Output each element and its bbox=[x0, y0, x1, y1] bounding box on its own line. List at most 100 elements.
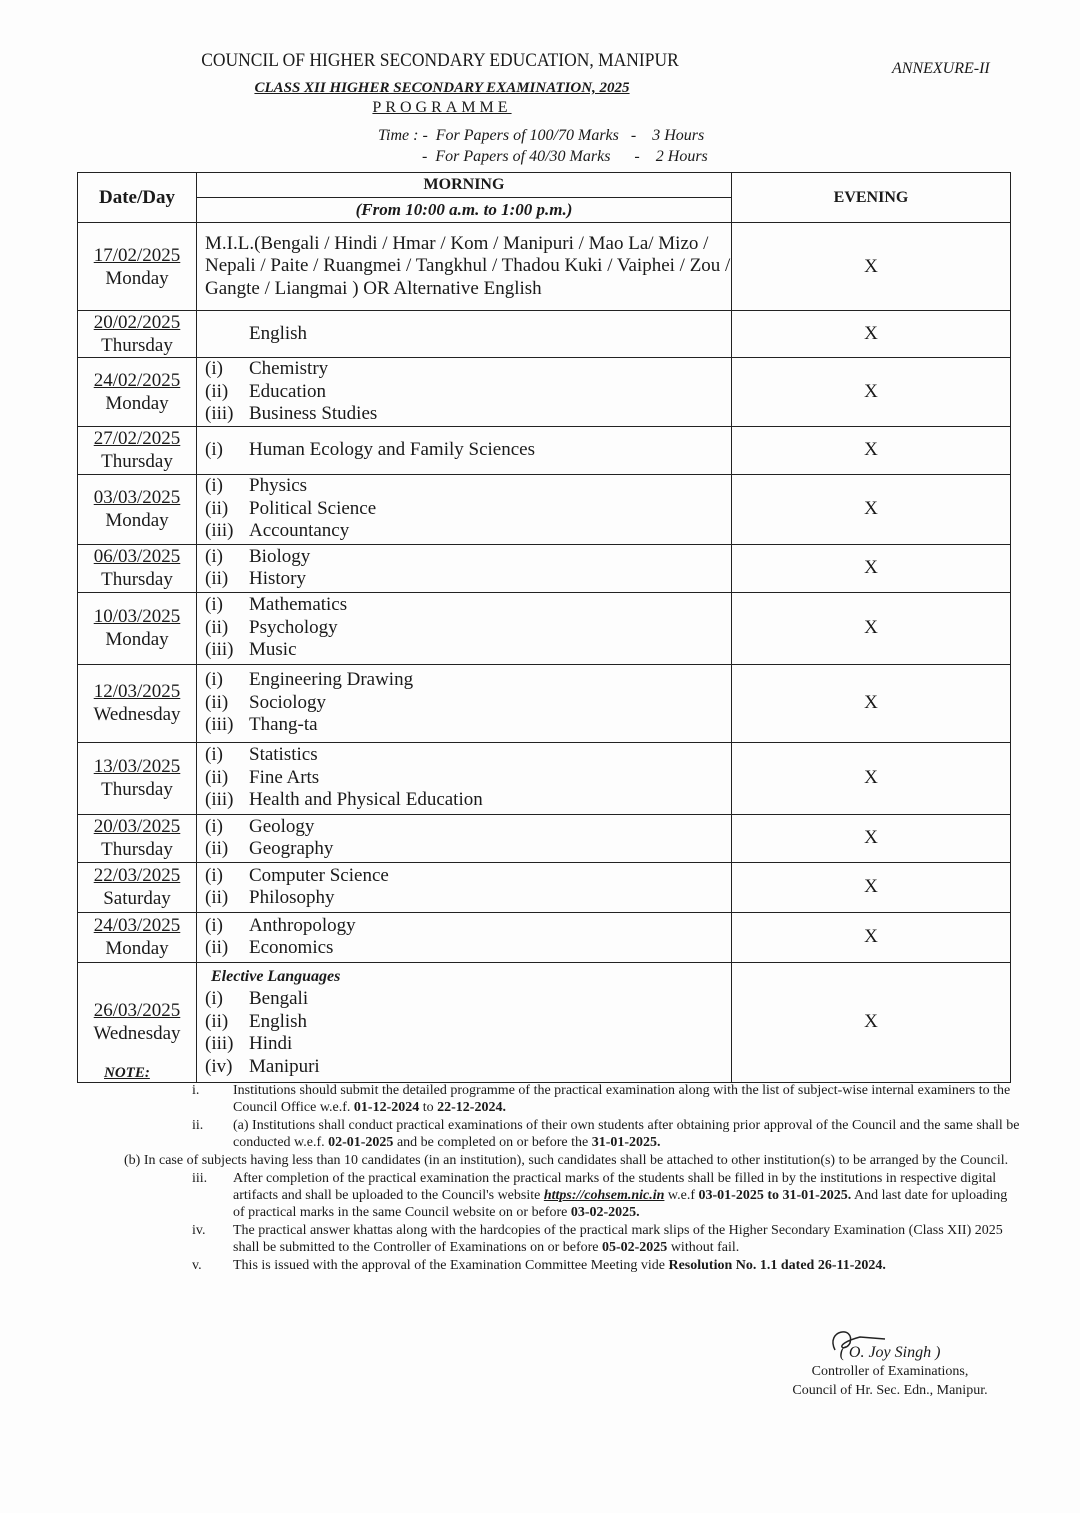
schedule-row: 13/03/2025 Thursday (i) Statistics (ii) Fine … bbox=[77, 741, 1011, 815]
subject-item: (iii) Business Studies bbox=[205, 403, 731, 426]
subject-text: M.I.L.(Bengali / Hindi / Hmar / Kom / Ma… bbox=[205, 232, 731, 299]
morning-cell: (i) Human Ecology and Family Sciences bbox=[196, 425, 732, 475]
note-number: i. bbox=[192, 1083, 200, 1098]
subject-item: (ii) Fine Arts bbox=[205, 767, 731, 790]
subject-item: (iii) Health and Physical Education bbox=[205, 789, 731, 812]
exam-day: Monday bbox=[105, 267, 169, 289]
subject-number: (i) bbox=[205, 475, 223, 497]
exam-day: Thursday bbox=[101, 451, 173, 472]
annexure-label: ANNEXURE-II bbox=[892, 60, 990, 77]
subject-number: (ii) bbox=[205, 766, 229, 788]
subject-item: English bbox=[205, 323, 731, 346]
exam-day: Thursday bbox=[101, 335, 173, 356]
subject-name: Engineering Drawing bbox=[249, 669, 414, 691]
subject-item: (ii) Philosophy bbox=[205, 887, 731, 910]
evening-cell: X bbox=[731, 961, 1011, 1083]
subject-number: (iii) bbox=[205, 789, 234, 811]
exam-date: 22/03/2025 bbox=[93, 865, 181, 886]
subject-name: Human Ecology and Family Sciences bbox=[249, 438, 535, 460]
programme-title: PROGRAMME bbox=[372, 99, 512, 116]
subject-name: Computer Science bbox=[249, 864, 389, 886]
subject-name: Bengali bbox=[249, 988, 309, 1010]
subject-item: (iii) Accountancy bbox=[205, 520, 731, 543]
date-cell: 26/03/2025 Wednesday bbox=[77, 961, 197, 1083]
schedule-row: 26/03/2025 Wednesday Elective Languages (i)… bbox=[77, 961, 1011, 1083]
subject-number: (iii) bbox=[205, 1033, 234, 1055]
morning-cell: M.I.L.(Bengali / Hindi / Hmar / Kom / Ma… bbox=[196, 222, 732, 311]
subject-number: (i) bbox=[205, 864, 223, 886]
date-cell: 20/02/2025 Thursday bbox=[77, 310, 197, 358]
subject-item: (iii) Music bbox=[205, 639, 731, 662]
note-text: 02-01-2025 bbox=[328, 1135, 394, 1150]
morning-cell: (i) Statistics (ii) Fine Arts (iii) Health an… bbox=[196, 741, 732, 815]
signatory-office: Council of Hr. Sec. Edn., Manipur. bbox=[792, 1383, 988, 1398]
exam-day: Wednesday bbox=[93, 1023, 181, 1044]
subject-item: (ii) Economics bbox=[205, 937, 731, 960]
date-cell: 24/02/2025 Monday bbox=[77, 357, 197, 427]
date-cell: 17/02/2025 Monday bbox=[77, 222, 197, 311]
morning-cell: (i) Chemistry (ii) Education (iii) Business S… bbox=[196, 357, 732, 427]
subject-number: (ii) bbox=[205, 380, 229, 402]
subject-item: (ii) Geography bbox=[205, 838, 731, 861]
subject-name: History bbox=[249, 568, 306, 589]
council-title: COUNCIL OF HIGHER SECONDARY EDUCATION, M… bbox=[201, 50, 679, 71]
note-text: (a) Institutions shall conduct practical… bbox=[233, 1118, 1020, 1150]
subject-number: (i) bbox=[205, 594, 223, 616]
date-cell: 27/02/2025 Thursday bbox=[77, 425, 197, 475]
schedule-row: 20/02/2025 Thursday English X bbox=[77, 310, 1011, 358]
note-label: NOTE: bbox=[104, 1065, 150, 1081]
subject-item: (i) Human Ecology and Family Sciences bbox=[205, 439, 731, 462]
subject-number: (ii) bbox=[205, 568, 229, 589]
subject-item: (i) Chemistry bbox=[205, 358, 731, 381]
morning-cell: (i) Anthropology (ii) Economics bbox=[196, 911, 732, 963]
note-text: After completion of the practical examin… bbox=[233, 1171, 997, 1203]
exam-date: 10/03/2025 bbox=[93, 606, 181, 627]
note-text: Institutions should submit the detailed … bbox=[233, 1083, 1011, 1115]
exam-schedule-table: Date/Day MORNING EVENING (From 10:00 a.m… bbox=[77, 172, 1011, 1083]
evening-cell: X bbox=[731, 222, 1011, 311]
schedule-row: 24/02/2025 Monday (i) Chemistry (ii) Educatio… bbox=[77, 357, 1011, 427]
subject-number: (ii) bbox=[205, 497, 229, 519]
note-item: i. Institutions should submit the detaile… bbox=[100, 1082, 1020, 1116]
note-text: 03-02-2025. bbox=[570, 1205, 640, 1220]
signatory-name: ( O. Joy Singh ) bbox=[839, 1344, 941, 1361]
subject-item: (i) Geology bbox=[205, 816, 731, 839]
time-line-1: Time : - For Papers of 100/70 Marks - 3 … bbox=[378, 127, 705, 144]
evening-cell: X bbox=[731, 813, 1011, 863]
morning-cell: (i) Computer Science (ii) Philosophy bbox=[196, 861, 732, 913]
evening-cell: X bbox=[731, 543, 1011, 593]
subject-number: (i) bbox=[205, 988, 223, 1010]
subject-item: (ii) Political Science bbox=[205, 498, 731, 521]
subject-item: (i) Physics bbox=[205, 475, 731, 498]
subject-number: (i) bbox=[205, 438, 223, 460]
subject-item: (ii) Sociology bbox=[205, 692, 731, 715]
exam-date: 24/02/2025 bbox=[93, 369, 181, 391]
subject-name: Anthropology bbox=[249, 914, 356, 936]
signatory-title: Controller of Examinations, bbox=[811, 1364, 969, 1379]
subject-name: Business Studies bbox=[249, 403, 378, 424]
subject-name: English bbox=[249, 322, 308, 344]
subject-name: Health and Physical Education bbox=[249, 789, 483, 811]
note-number: iv. bbox=[192, 1223, 206, 1238]
subject-name: Sociology bbox=[249, 691, 327, 713]
schedule-row: 12/03/2025 Wednesday (i) Engineering Drawin… bbox=[77, 663, 1011, 743]
evening-cell: X bbox=[731, 663, 1011, 743]
exam-day: Monday bbox=[105, 629, 169, 650]
subject-name: Psychology bbox=[249, 616, 338, 638]
website-link[interactable]: https://cohsem.nic.in bbox=[543, 1188, 665, 1203]
morning-cell: English bbox=[196, 310, 732, 358]
exam-date: 17/02/2025 bbox=[93, 244, 181, 266]
subject-number: (ii) bbox=[205, 1010, 229, 1032]
evening-cell: X bbox=[731, 741, 1011, 815]
subject-name: Fine Arts bbox=[249, 766, 320, 788]
exam-day: Thursday bbox=[101, 779, 173, 800]
morning-cell: Elective Languages (i) Bengali (ii) English(… bbox=[196, 961, 732, 1083]
subject-item: (iv) Manipuri bbox=[205, 1056, 731, 1079]
subject-number: (i) bbox=[205, 545, 223, 567]
exam-date: 20/03/2025 bbox=[93, 816, 181, 837]
signature-mark bbox=[832, 1331, 886, 1351]
subject-number: (ii) bbox=[205, 887, 229, 908]
schedule-row: 27/02/2025 Thursday (i) Human Ecology and F… bbox=[77, 425, 1011, 475]
schedule-row: 20/03/2025 Thursday (i) Geology (ii) Geograph… bbox=[77, 813, 1011, 863]
